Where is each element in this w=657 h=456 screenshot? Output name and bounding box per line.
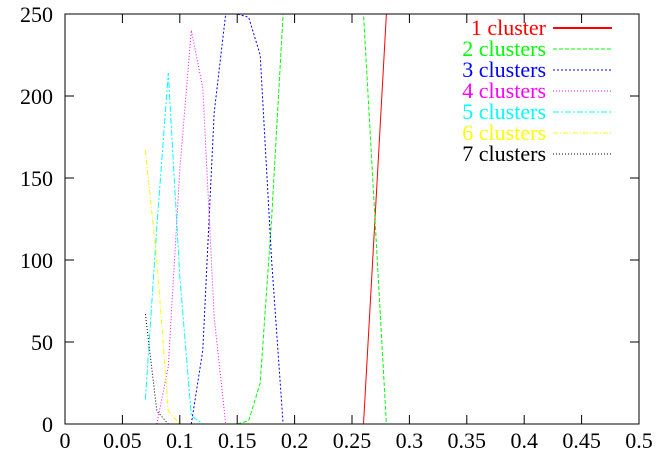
x-tick-label: 0.3 xyxy=(396,428,424,453)
x-tick-label: 0.1 xyxy=(166,428,194,453)
plot-frame xyxy=(64,13,640,425)
legend-label-7: 7 clusters xyxy=(462,141,546,166)
legend-label-5: 5 clusters xyxy=(462,99,546,124)
legend-label-6: 6 clusters xyxy=(462,120,546,145)
x-tick-label: 0.25 xyxy=(333,428,372,453)
axis-ticks: 0 0.05 0.1 0.15 0.2 0.25 0.3 0.35 0.4 0.45 0.5 0 50 1… xyxy=(20,2,653,453)
y-tick-label: 100 xyxy=(20,248,53,273)
legend-label-3: 3 clusters xyxy=(462,57,546,82)
series-line-2 xyxy=(237,13,387,425)
x-tick-label: 0.35 xyxy=(448,428,487,453)
x-tick-label: 0.05 xyxy=(103,428,142,453)
y-tick-label: 0 xyxy=(42,412,53,437)
y-tick-label: 200 xyxy=(20,84,53,109)
y-tick-label: 150 xyxy=(20,166,53,191)
series-line-6 xyxy=(144,150,181,425)
legend-label-4: 4 clusters xyxy=(462,78,546,103)
series-line-5 xyxy=(144,72,204,425)
legend-label-2: 2 clusters xyxy=(462,36,546,61)
x-tick-label: 0.5 xyxy=(625,428,653,453)
y-tick-label: 50 xyxy=(31,330,53,355)
legend-label-1: 1 cluster xyxy=(471,15,547,40)
x-tick-label: 0 xyxy=(60,428,71,453)
y-tick-label: 250 xyxy=(20,2,53,27)
x-tick-label: 0.4 xyxy=(510,428,538,453)
x-tick-label: 0.45 xyxy=(562,428,601,453)
x-tick-label: 0.2 xyxy=(281,428,309,453)
x-tick-label: 0.15 xyxy=(218,428,257,453)
